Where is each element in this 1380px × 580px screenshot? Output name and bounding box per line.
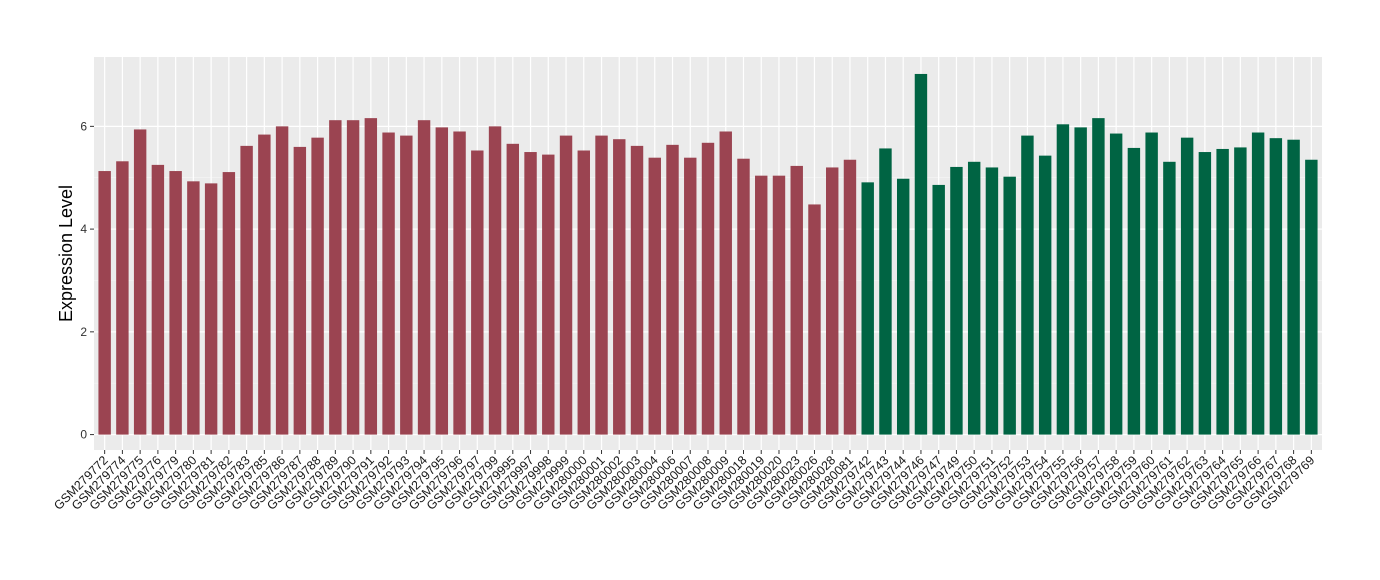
- bar-gsm280004: [648, 157, 661, 435]
- bar-gsm279787: [293, 146, 307, 435]
- y-axis-title: Expression Level: [56, 185, 76, 322]
- bar-gsm280000: [577, 150, 590, 435]
- bar-gsm279760: [1145, 132, 1158, 435]
- bar-gsm279776: [151, 164, 165, 435]
- bar-gsm279768: [1287, 139, 1300, 435]
- bar-gsm279763: [1198, 152, 1212, 435]
- bar-gsm279783: [240, 145, 253, 435]
- bar-gsm279789: [329, 120, 342, 435]
- bar-gsm279759: [1127, 147, 1141, 435]
- bar-gsm279779: [169, 171, 182, 435]
- bar-gsm279791: [364, 118, 378, 435]
- bar-gsm279755: [1056, 124, 1070, 435]
- bar-gsm280009: [719, 131, 732, 435]
- bar-gsm279742: [861, 182, 874, 435]
- bar-gsm279782: [222, 172, 236, 435]
- bar-gsm279766: [1251, 132, 1265, 435]
- bar-gsm280081: [843, 159, 857, 435]
- bar-gsm279799: [488, 126, 502, 435]
- bar-gsm280006: [666, 144, 679, 435]
- y-tick-label: 6: [80, 119, 87, 133]
- bar-gsm279769: [1305, 159, 1318, 435]
- bars: [98, 73, 1318, 435]
- bar-gsm279747: [932, 184, 945, 435]
- bar-gsm279999: [559, 135, 573, 435]
- x-axis: GSM279772GSM279774GSM279775GSM279776GSM2…: [51, 450, 1318, 513]
- bar-gsm279764: [1216, 148, 1229, 435]
- bar-gsm279743: [879, 148, 892, 435]
- bar-gsm279772: [98, 171, 111, 435]
- bar-gsm279762: [1180, 137, 1194, 435]
- bar-gsm279998: [542, 154, 555, 435]
- y-tick-label: 4: [80, 222, 87, 236]
- bar-gsm279757: [1092, 118, 1105, 435]
- y-tick-label: 2: [80, 325, 87, 339]
- bar-gsm279765: [1234, 147, 1247, 435]
- bar-gsm279795: [435, 127, 449, 435]
- bar-gsm280020: [772, 175, 786, 435]
- bar-gsm279758: [1109, 133, 1123, 435]
- bar-gsm279753: [1021, 135, 1034, 435]
- bar-gsm280001: [595, 135, 608, 435]
- bar-gsm280003: [630, 145, 644, 435]
- bar-gsm280008: [701, 142, 715, 435]
- bar-gsm280002: [613, 139, 626, 435]
- bar-gsm279756: [1074, 127, 1087, 435]
- bar-gsm280028: [826, 167, 839, 435]
- bar-gsm280007: [684, 157, 697, 435]
- bar-gsm279780: [187, 181, 200, 435]
- bar-gsm279793: [400, 135, 413, 435]
- bar-gsm279749: [950, 166, 963, 435]
- bar-gsm279751: [985, 167, 999, 435]
- bar-gsm279781: [204, 183, 218, 435]
- bar-gsm279767: [1269, 138, 1283, 435]
- bar-gsm280023: [790, 165, 803, 435]
- bar-gsm279788: [311, 137, 324, 435]
- bar-gsm280019: [755, 175, 768, 435]
- bar-gsm279754: [1038, 155, 1052, 435]
- bar-gsm279750: [967, 161, 981, 435]
- bar-gsm279797: [471, 150, 484, 435]
- bar-gsm279746: [914, 73, 928, 435]
- bar-gsm279774: [116, 161, 129, 435]
- bar-gsm280026: [808, 204, 821, 435]
- bar-gsm279785: [258, 134, 271, 435]
- bar-gsm279775: [133, 129, 147, 435]
- bar-gsm280018: [737, 158, 750, 435]
- y-tick-label: 0: [80, 428, 87, 442]
- bar-gsm279995: [506, 143, 520, 435]
- y-axis: 0 2 4 6: [80, 119, 94, 442]
- bar-gsm279997: [524, 152, 537, 435]
- bar-gsm279796: [453, 131, 466, 435]
- bar-gsm279786: [275, 126, 289, 435]
- bar-gsm279744: [896, 178, 910, 435]
- bar-gsm279794: [417, 120, 431, 435]
- bar-gsm279790: [346, 120, 360, 435]
- bar-gsm279752: [1003, 176, 1016, 435]
- bar-gsm279761: [1163, 161, 1176, 435]
- bar-gsm279792: [382, 132, 395, 435]
